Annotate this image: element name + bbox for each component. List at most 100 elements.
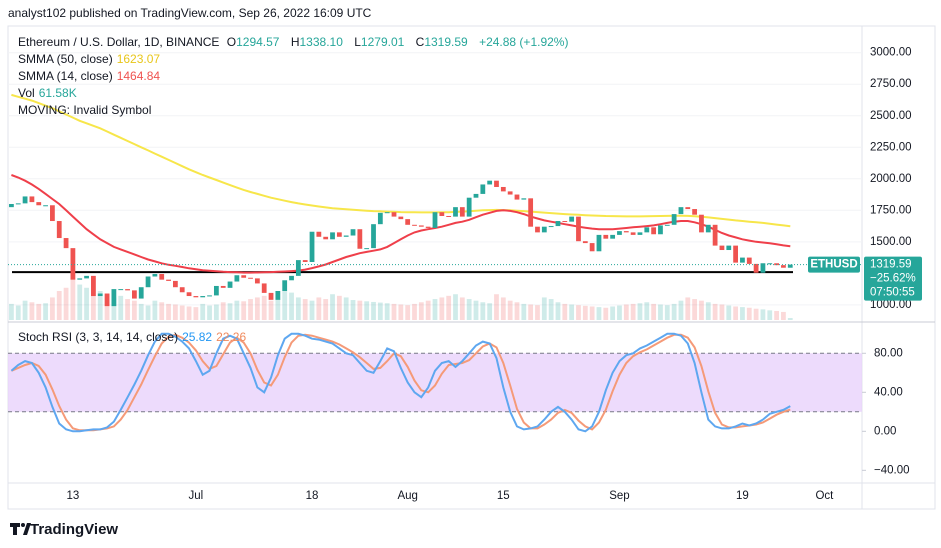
candle-body [637, 232, 643, 235]
ohlc: H1338.10 [291, 35, 347, 49]
volume-bar [487, 303, 493, 320]
candle-body [528, 198, 534, 227]
candle-body [746, 257, 752, 264]
candle-body [459, 207, 465, 217]
candle-body [781, 265, 786, 268]
sma-line [11, 174, 791, 274]
volume-bar [15, 305, 21, 320]
candle-body [644, 227, 650, 233]
y-tick-label: 80.00 [874, 347, 903, 359]
volume-bar [555, 302, 561, 320]
volume-bar [84, 287, 89, 320]
symbol-tag [808, 256, 860, 273]
ohlc-value: 1294.57 [236, 35, 280, 49]
volume-bar [644, 302, 650, 320]
indicator-value: 22.26 [216, 330, 247, 344]
volume-bar [323, 299, 329, 320]
candle-body [186, 292, 192, 297]
candle-body [787, 264, 793, 268]
candle-body [507, 191, 513, 195]
candle-body [699, 214, 704, 233]
volume-bar [36, 303, 42, 320]
volume-bar [200, 303, 206, 320]
volume-bar [261, 295, 267, 320]
candle-body [104, 293, 110, 307]
tradingview-icon [10, 523, 31, 535]
volume-bar [405, 305, 411, 320]
volume-bar [43, 303, 48, 320]
indicator-value: 1623.07 [116, 52, 161, 66]
volume-bar [111, 297, 117, 320]
volume-bar [213, 304, 219, 320]
y-tick-label: 3000.00 [870, 47, 912, 59]
volume-bar [541, 297, 547, 320]
stoch-line [11, 333, 791, 432]
volume-bar [500, 297, 506, 320]
volume-bar [118, 295, 124, 320]
candle-body [36, 202, 42, 206]
candle-body [309, 231, 315, 262]
stoch-line [10, 332, 791, 433]
volume-bar [289, 292, 294, 320]
volume-bar [179, 305, 185, 320]
legend-row: SMMA (50, close) 1623.07 [18, 51, 572, 68]
volume-bar [623, 304, 629, 320]
candle-body [412, 224, 417, 226]
volume-bar [56, 291, 62, 320]
candle-body [726, 245, 732, 251]
symbol-tag-text: ETHUSD [810, 259, 857, 271]
candle-body [91, 275, 96, 297]
candle-body [487, 180, 493, 185]
candle-body [350, 229, 356, 236]
candle-body [658, 225, 663, 235]
candle-body [480, 184, 486, 194]
volume-bar [172, 304, 178, 320]
volume-bar [610, 306, 616, 320]
candle-body [405, 219, 411, 225]
volume-bar [70, 274, 76, 320]
ohlc-label: C [415, 35, 425, 49]
volume-bar [719, 304, 725, 320]
candle-body [193, 296, 199, 298]
volume-bar [227, 303, 233, 320]
footer-logo: TradingView [30, 521, 119, 538]
volume-bar [726, 305, 732, 320]
volume-bar [521, 303, 527, 320]
volume-bar [712, 303, 718, 320]
candle-body [582, 241, 588, 244]
candle-body [610, 234, 616, 239]
volume-bar [740, 307, 745, 320]
candle-body [555, 221, 561, 227]
volume-bar [767, 310, 773, 320]
volume-bar [254, 297, 260, 320]
volume-bar [774, 310, 779, 320]
volume-bar [282, 291, 288, 320]
indicator-value: 1464.84 [116, 69, 161, 83]
logo-shape [21, 523, 25, 527]
volume-bar [166, 303, 171, 320]
candle-body [145, 276, 151, 288]
candle-body [514, 194, 520, 200]
volume-bar [412, 303, 417, 320]
candle-body [589, 243, 595, 252]
volume-bar [159, 302, 165, 320]
candle-body [289, 275, 294, 281]
ohlc-label: L [354, 35, 361, 49]
volume-bar [596, 307, 602, 320]
volume-bar [145, 305, 151, 320]
volume-bar [207, 305, 212, 320]
volume-bar [371, 301, 376, 320]
volume-bar [220, 302, 226, 320]
candle-body [118, 289, 124, 291]
candle-body [343, 235, 349, 237]
y-tick-label: −40.00 [874, 464, 910, 476]
volume-bar [398, 304, 404, 320]
volume-bar [295, 297, 301, 320]
volume-bar [576, 305, 581, 320]
candle-body [760, 263, 766, 273]
volume-bar [514, 302, 520, 320]
candle-body [220, 285, 226, 288]
indicator-value: 25.82 [182, 330, 213, 344]
candle-body [439, 212, 445, 216]
